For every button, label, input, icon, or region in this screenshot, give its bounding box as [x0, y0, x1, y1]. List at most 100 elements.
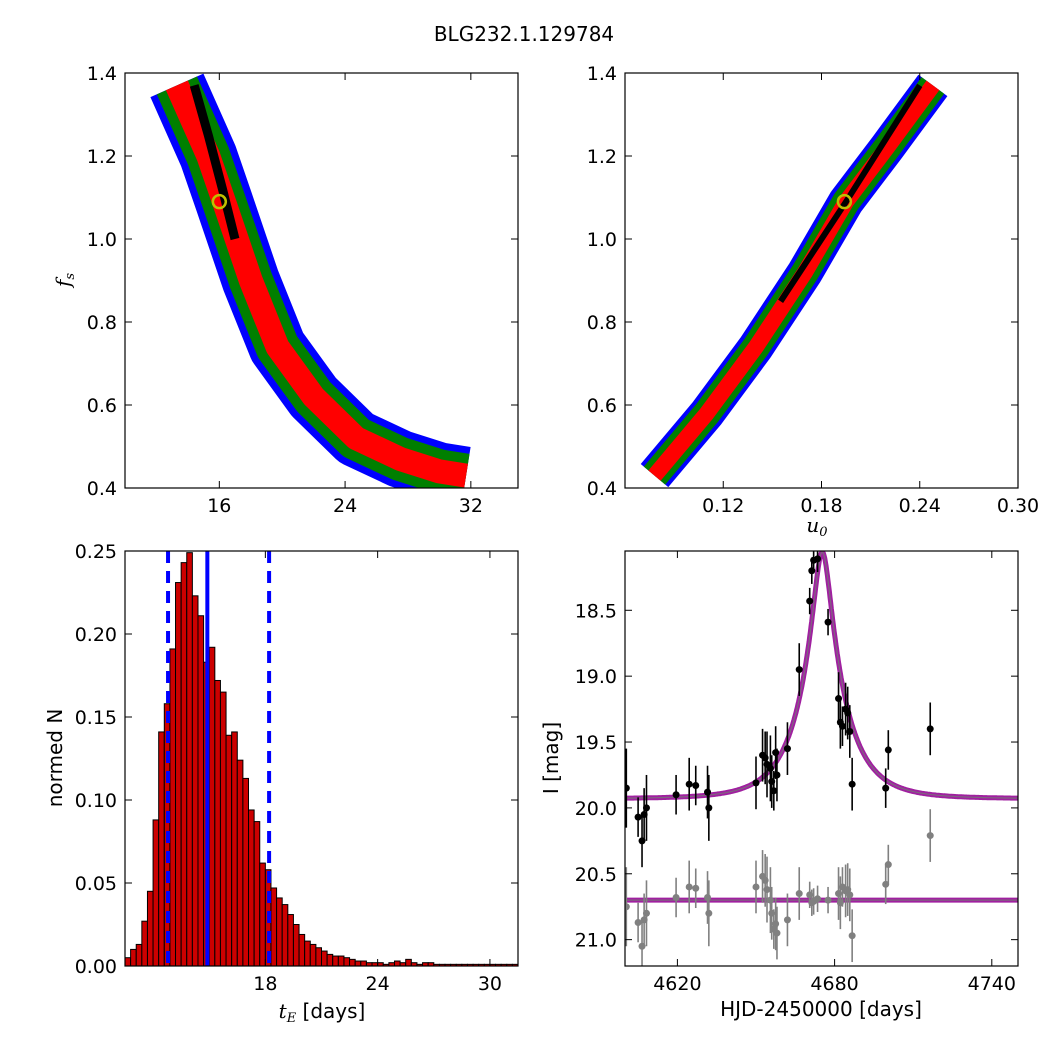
p4-ytick-label: 19.0 [575, 666, 617, 688]
p3-xtick-label: 24 [366, 973, 390, 995]
residual-point [846, 891, 854, 899]
histogram-bar [169, 648, 177, 966]
data-point [772, 749, 780, 757]
ylabel-fs: fs [51, 273, 78, 289]
p1-xtick-label: 16 [207, 495, 231, 517]
residual-point [773, 929, 781, 937]
data-point [783, 745, 791, 753]
histogram-bar [354, 960, 362, 966]
histogram-bar [231, 731, 238, 966]
data-point [692, 782, 700, 790]
ylabel-normed-n: normed N [43, 709, 67, 808]
data-point [705, 804, 713, 812]
residual-point [763, 886, 771, 894]
p3-ytick-label: 0.10 [75, 790, 117, 812]
histogram-bar [186, 552, 193, 966]
p2-xtick-label: 0.30 [997, 495, 1039, 517]
histogram-bar [309, 943, 317, 966]
data-point [672, 791, 680, 799]
p1-xtick-label: 24 [333, 495, 357, 517]
p3-ytick-label: 0.25 [75, 541, 117, 563]
p4-ytick-label: 18.5 [575, 600, 617, 622]
histogram-bar [236, 759, 244, 966]
data-point [704, 788, 712, 796]
histogram-bar [349, 958, 356, 966]
lightcurve-content [625, 551, 1018, 966]
p3-ytick-label: 0.20 [75, 624, 117, 646]
p2-ytick-label: 0.6 [587, 395, 617, 417]
p2-ytick-label: 1.4 [587, 63, 617, 85]
data-point [752, 779, 760, 787]
p1-frame [124, 72, 519, 489]
histogram-bar [298, 933, 306, 966]
histogram-bar [326, 953, 334, 966]
p3-xtick-label: 18 [253, 973, 277, 995]
p2-frame [624, 72, 1019, 489]
p3-ytick-label: 0.00 [75, 956, 117, 978]
panel-light-curve: 4620 4680 4740 18.5 19.0 19.5 20.0 20.5 21.0 HJD… [539, 550, 1019, 1021]
xlabel-tE: tE [days] [279, 999, 366, 1026]
best-fit-marker [836, 193, 853, 210]
p3-xtick-label: 30 [478, 973, 502, 995]
p4-ytick-label: 20.5 [575, 864, 617, 886]
p2-ytick-label: 0.8 [587, 312, 617, 334]
model-curve [625, 551, 1018, 801]
residual-point [783, 916, 791, 924]
histogram-bar [208, 646, 216, 966]
panel-tE-histogram: 18 24 30 0.00 0.05 0.10 0.15 0.20 0.25 tE [days]… [43, 541, 519, 1026]
data-point [848, 780, 856, 788]
p2-ytick-label: 0.4 [587, 478, 617, 500]
residual-point [692, 884, 700, 892]
residual-point [766, 896, 774, 904]
plot-area-tE-histogram: 18 24 30 0.00 0.05 0.10 0.15 0.20 0.25 [75, 541, 519, 995]
histogram-bar [281, 904, 289, 966]
histogram-bar [225, 734, 233, 966]
p1-regions [150, 73, 471, 488]
plot-area-light-curve: 4620 4680 4740 18.5 19.0 19.5 20.0 20.5 21.0 [575, 550, 1019, 995]
histogram-bar [315, 947, 322, 966]
p1-ytick-label: 0.8 [87, 312, 117, 334]
p1-ytick-label: 0.6 [87, 395, 117, 417]
p4-xtick-label: 4740 [968, 973, 1016, 995]
p3-frame [124, 550, 519, 967]
histogram-bar [248, 809, 255, 966]
sigma1-region [778, 83, 923, 303]
histogram-bar [146, 890, 154, 966]
data-point [685, 780, 693, 788]
p4-frame [624, 550, 1019, 967]
p4-xtick-label: 4680 [810, 973, 858, 995]
sigma1-region [189, 84, 240, 241]
sigma2-region [648, 80, 940, 481]
residual-point [704, 893, 712, 901]
residual-point [824, 896, 832, 904]
plot-area-fs-vs-tE: 16 24 32 0.4 0.6 0.8 1.0 1.2 1.4 [87, 63, 519, 517]
data-point [824, 618, 832, 626]
data-point [882, 784, 890, 792]
p1-xtick-label: 32 [459, 495, 483, 517]
residual-point [752, 883, 760, 891]
histogram-bar [287, 914, 294, 966]
p2-xtick-label: 0.24 [899, 495, 941, 517]
p1-ytick-label: 1.2 [87, 146, 117, 168]
figure-title: BLG232.1.129784 [434, 22, 614, 46]
best-fit-marker [211, 193, 228, 210]
plot-area-fs-vs-u0: 0.12 0.18 0.24 0.30 0.4 0.6 0.8 1.0 1.2 1.4 [587, 63, 1039, 517]
histogram-bar [152, 819, 160, 966]
p1-ytick-label: 1.0 [87, 229, 117, 251]
histogram-bar [214, 679, 221, 966]
histogram-bar [343, 957, 351, 966]
histogram-bar [197, 615, 205, 966]
data-point [795, 666, 803, 674]
model-curve-core [625, 551, 1018, 799]
residual-point [772, 920, 780, 928]
data-point [642, 804, 650, 812]
residual-point [848, 932, 856, 940]
residual-point [672, 893, 680, 901]
data-point [838, 722, 846, 730]
p2-regions [640, 74, 948, 488]
histogram-bar [393, 960, 401, 966]
data-point [806, 597, 814, 605]
histogram-bar [242, 777, 250, 966]
histogram-bar [175, 582, 182, 966]
histogram-bar [259, 862, 266, 966]
